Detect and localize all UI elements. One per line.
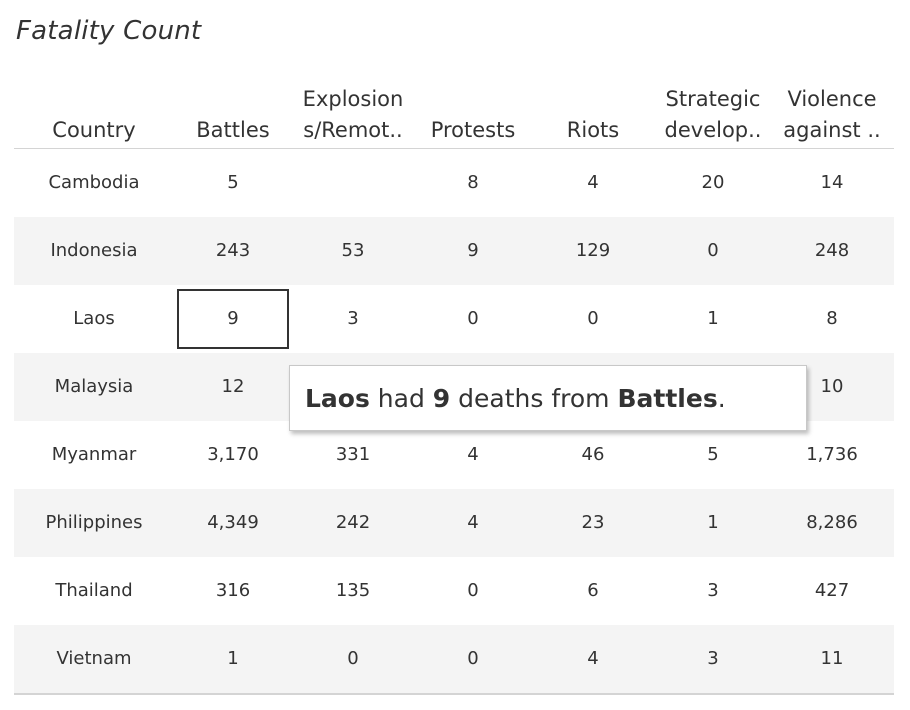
fatality-table: Country Battles Explosion s/Remot.. Protests… [14,82,894,695]
value-cell[interactable]: 5 [227,172,239,193]
value-cell[interactable]: 4 [467,444,479,465]
value-cell[interactable]: 4 [467,512,479,533]
value-cell[interactable]: 0 [467,648,479,669]
value-cell[interactable]: 23 [581,512,605,533]
table-row: Myanmar 3,170 331 4 46 5 1,736 [14,421,894,489]
column-header-line: Violence [787,87,877,111]
value-cell[interactable]: 6 [587,580,599,601]
tooltip-country: Laos [305,384,370,413]
value-cell[interactable]: 3 [707,580,719,601]
value-cell[interactable]: 3,170 [207,444,259,465]
value-cell[interactable]: 3 [347,308,359,329]
table-row: Cambodia 5 8 4 20 14 [14,149,894,217]
column-header-6[interactable]: Violence against .. [772,84,892,148]
value-cell[interactable]: 11 [820,648,844,669]
country-cell: Indonesia [50,240,138,261]
column-header-line: Country [52,118,136,142]
column-header-line: Strategic [665,87,761,111]
table-row: Indonesia 243 53 9 129 0 248 [14,217,894,285]
column-header-line: Protests [430,118,516,142]
column-header-3[interactable]: Protests [413,115,533,148]
column-header-line: s/Remot.. [303,118,403,142]
column-header-5[interactable]: Strategic develop.. [653,84,773,148]
value-cell[interactable]: 8,286 [806,512,858,533]
value-cell[interactable]: 0 [347,648,359,669]
value-cell[interactable]: 4 [587,172,599,193]
country-cell: Philippines [45,512,143,533]
value-cell[interactable]: 14 [820,172,844,193]
column-header-line: develop.. [664,118,762,142]
table-bottom-border [14,693,894,695]
column-header-2[interactable]: Explosion s/Remot.. [293,84,413,148]
table-body: Cambodia 5 8 4 20 14 Indonesia 243 53 9 129 0 248 Lao… [14,149,894,693]
tooltip-text-2: deaths from [450,384,618,413]
country-cell: Malaysia [54,376,134,397]
table-row: Vietnam 1 0 0 4 3 11 [14,625,894,693]
header-row: Country Battles Explosion s/Remot.. Protests… [14,82,894,149]
value-cell[interactable]: 3 [707,648,719,669]
value-cell[interactable]: 1 [707,308,719,329]
tooltip-event: Battles [617,384,718,413]
value-cell[interactable]: 1,736 [806,444,858,465]
value-cell[interactable]: 242 [335,512,371,533]
value-cell[interactable]: 0 [587,308,599,329]
value-cell[interactable]: 46 [581,444,605,465]
country-cell: Laos [73,308,115,329]
value-cell[interactable]: 10 [820,376,844,397]
column-header-4[interactable]: Riots [533,115,653,148]
value-cell[interactable]: 9 [467,240,479,261]
value-cell[interactable]: 8 [467,172,479,193]
value-cell[interactable]: 1 [227,648,239,669]
value-cell[interactable]: 53 [341,240,365,261]
column-header-line: Explosion [302,87,404,111]
tooltip-text-1: had [369,384,433,413]
country-cell: Cambodia [48,172,140,193]
column-header-country[interactable]: Country [34,115,154,148]
value-cell[interactable]: 135 [335,580,371,601]
tooltip: Laos had 9 deaths from Battles. [289,365,807,431]
value-cell[interactable]: 8 [826,308,838,329]
value-cell[interactable]: 243 [215,240,251,261]
value-cell[interactable]: 427 [814,580,850,601]
chart-title: Fatality Count [16,16,202,46]
value-cell[interactable]: 129 [575,240,611,261]
value-cell[interactable]: 9 [227,308,239,329]
value-cell[interactable]: 4,349 [207,512,259,533]
country-cell: Thailand [55,580,133,601]
table-row: Philippines 4,349 242 4 23 1 8,286 [14,489,894,557]
value-cell[interactable]: 0 [467,580,479,601]
value-cell[interactable]: 316 [215,580,251,601]
value-cell[interactable]: 248 [814,240,850,261]
value-cell[interactable]: 20 [701,172,725,193]
value-cell[interactable] [293,149,413,217]
value-cell[interactable]: 4 [587,648,599,669]
tooltip-text-3: . [717,384,726,413]
column-header-1[interactable]: Battles [173,115,293,148]
table-row: Thailand 316 135 0 6 3 427 [14,557,894,625]
value-cell[interactable]: 5 [707,444,719,465]
value-cell[interactable]: 0 [707,240,719,261]
country-cell: Vietnam [56,648,132,669]
value-cell[interactable]: 12 [221,376,245,397]
value-cell[interactable]: 0 [467,308,479,329]
value-cell[interactable]: 331 [335,444,371,465]
column-header-line: Riots [566,118,620,142]
column-header-line: Battles [196,118,270,142]
value-cell[interactable]: 1 [707,512,719,533]
table-row: Laos 9 3 0 0 1 8 [14,285,894,353]
column-header-line: against .. [783,118,881,142]
country-cell: Myanmar [51,444,137,465]
tooltip-count: 9 [432,384,451,413]
